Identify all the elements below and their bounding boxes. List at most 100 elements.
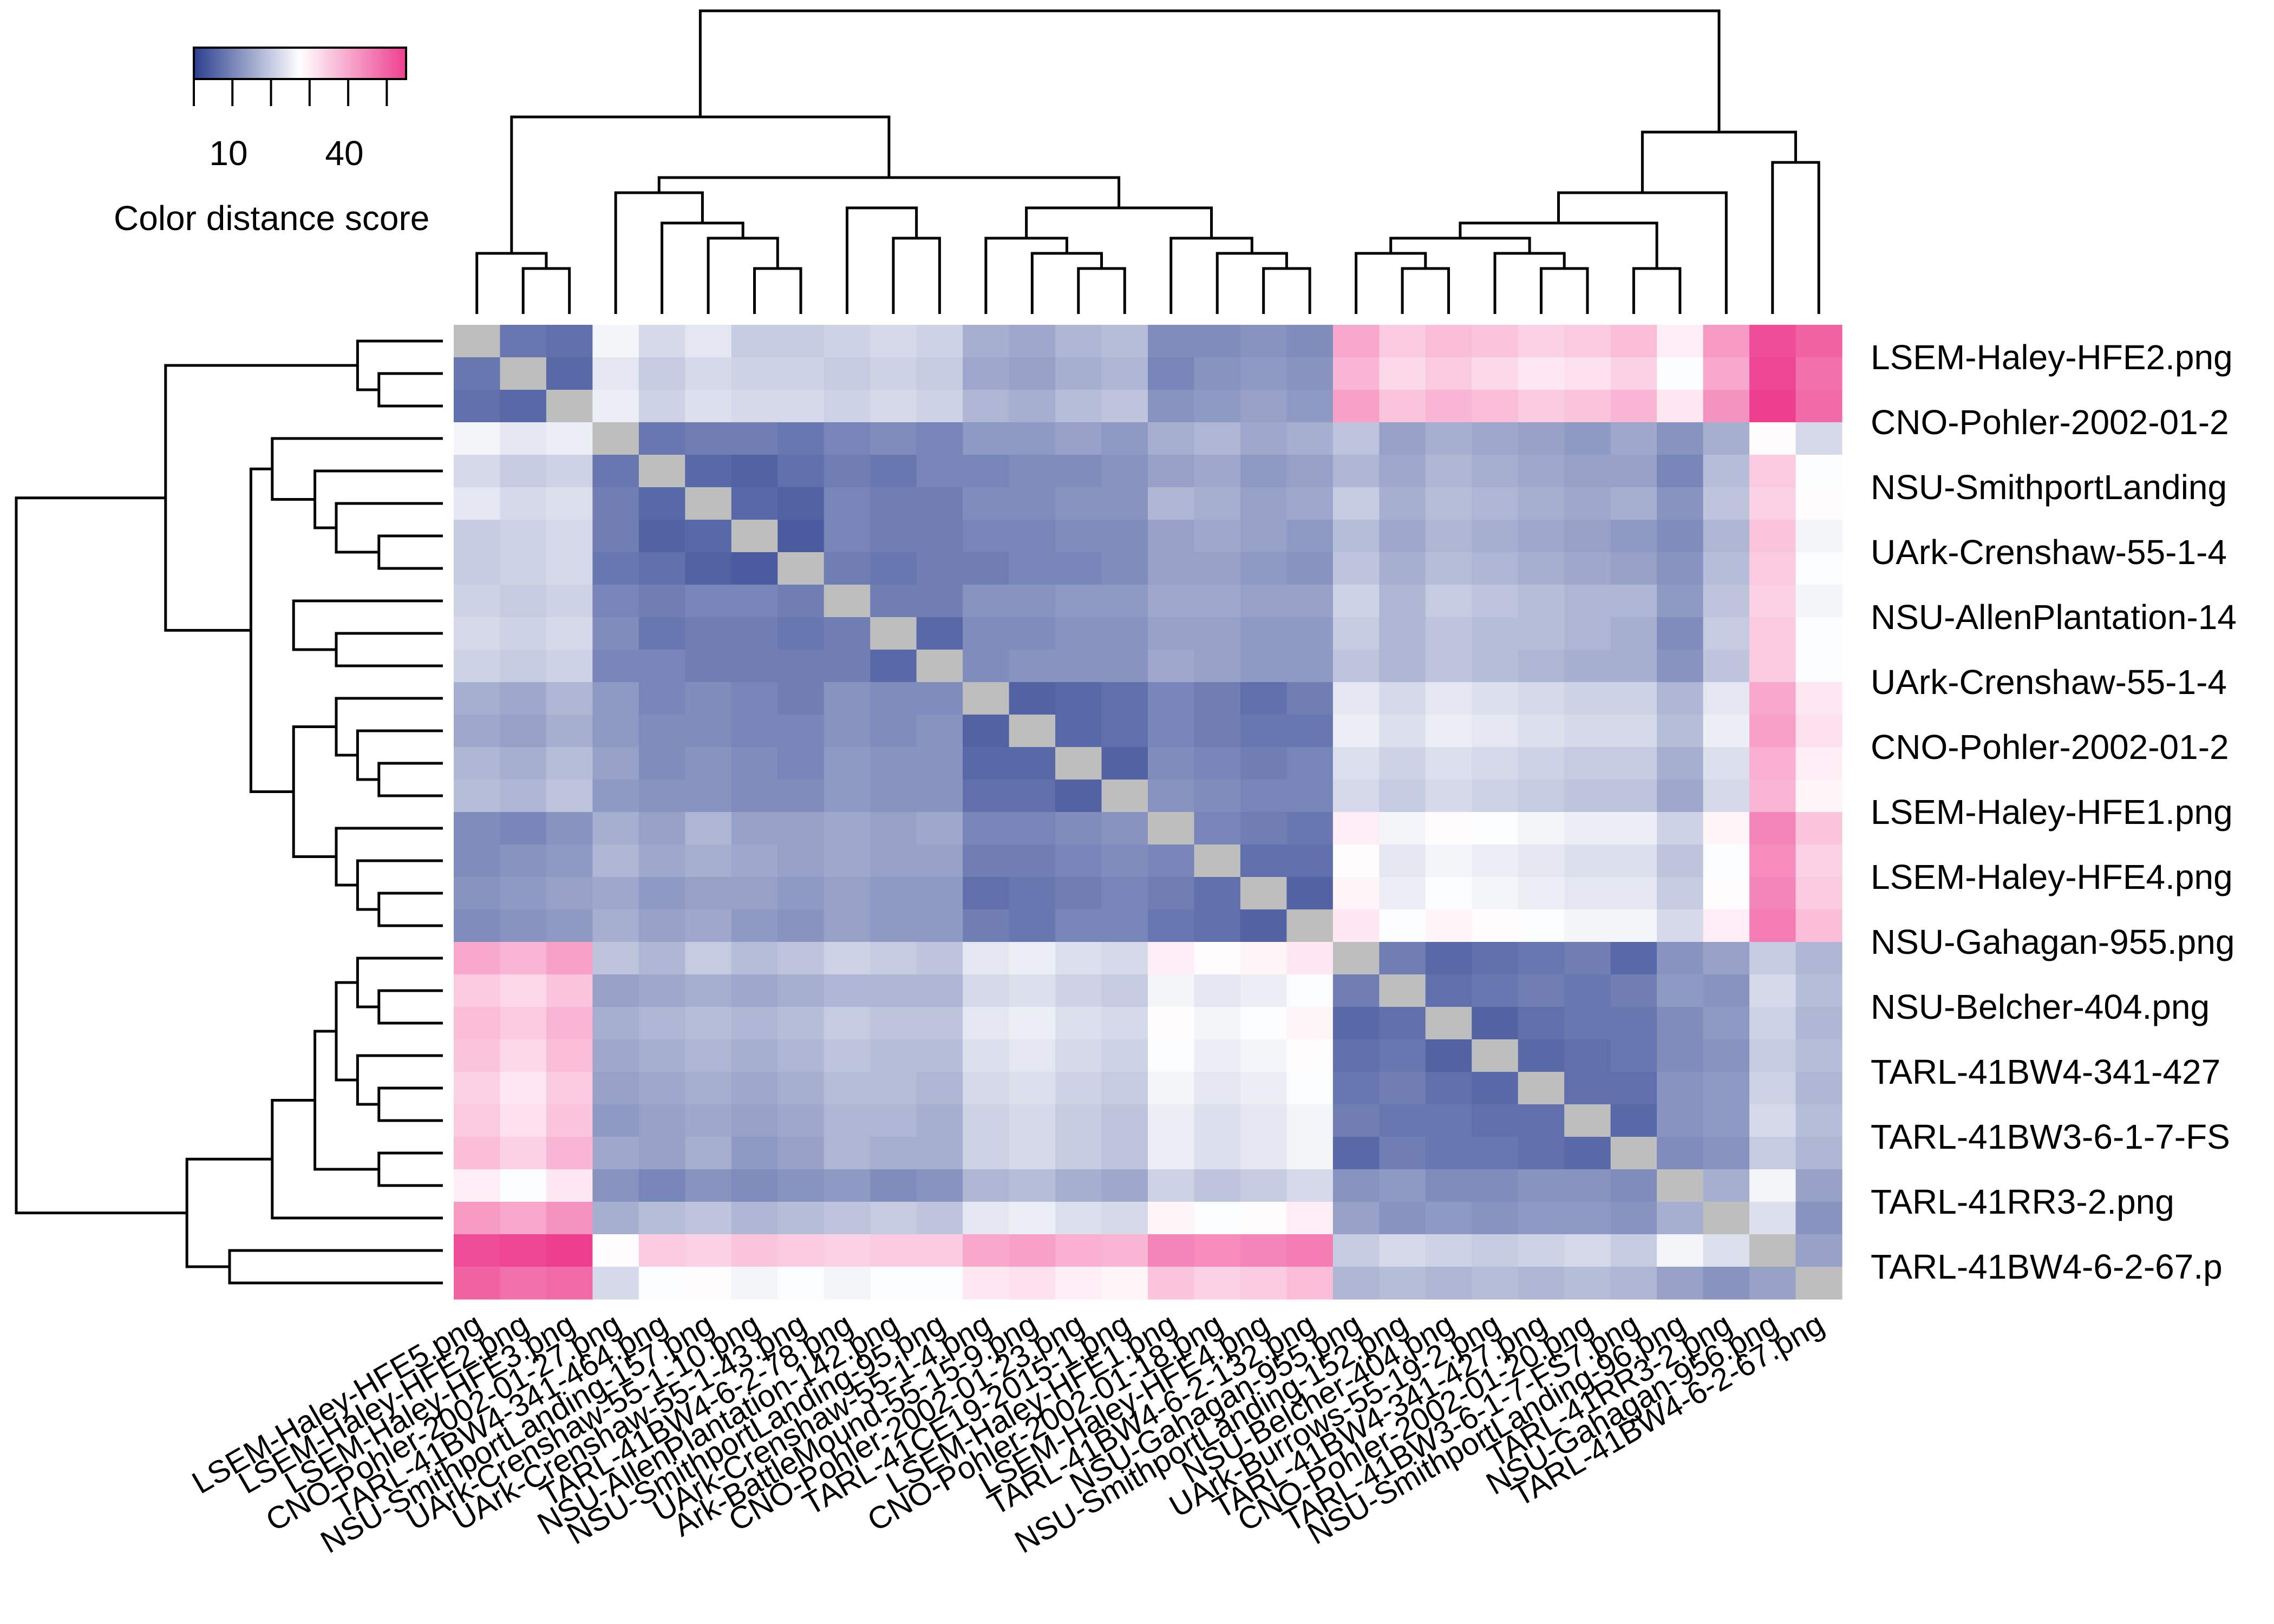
heatmap-cell	[963, 780, 1010, 813]
dendrogram-branch	[521, 267, 571, 314]
heatmap-cell	[1379, 552, 1426, 585]
heatmap-cell	[1472, 1039, 1519, 1072]
heatmap-cell	[1657, 422, 1704, 455]
heatmap-cell	[1610, 909, 1657, 942]
heatmap-cell	[1657, 877, 1704, 910]
heatmap-cell	[1657, 1104, 1704, 1137]
heatmap-cell	[685, 552, 732, 585]
heatmap-cell	[777, 942, 825, 975]
heatmap-cell	[592, 942, 639, 975]
heatmap-cell	[1795, 974, 1842, 1007]
dendrogram-branch	[249, 467, 294, 793]
heatmap-cell	[1055, 520, 1102, 553]
heatmap-cell	[1610, 1104, 1657, 1137]
heatmap-cell	[1749, 974, 1796, 1007]
heatmap-cell	[1749, 1039, 1796, 1072]
heatmap-cell	[1379, 715, 1426, 748]
heatmap-cell	[1148, 487, 1195, 520]
heatmap-cell	[1564, 715, 1611, 748]
heatmap-cell	[1610, 942, 1657, 975]
heatmap-cell	[1795, 747, 1842, 780]
heatmap-cell	[1332, 682, 1380, 715]
heatmap-cell	[500, 487, 547, 520]
heatmap-cell	[963, 1007, 1010, 1040]
heatmap-cell	[1148, 780, 1195, 813]
heatmap-cell	[1657, 617, 1704, 650]
heatmap-cell	[1332, 1007, 1380, 1040]
heatmap-cell	[870, 1267, 917, 1300]
heatmap-cell	[1240, 520, 1287, 553]
heatmap-cell	[1101, 909, 1148, 942]
heatmap-cell	[638, 422, 685, 455]
heatmap-cell	[1009, 1039, 1056, 1072]
heatmap-cell	[1703, 650, 1750, 683]
heatmap-cell	[1240, 617, 1287, 650]
heatmap-cell	[1286, 715, 1334, 748]
heatmap-cell	[1148, 1007, 1195, 1040]
heatmap-cell	[1795, 487, 1842, 520]
dendrogram-branch	[1025, 206, 1213, 238]
heatmap-cell	[500, 617, 547, 650]
heatmap-cell	[731, 1267, 778, 1300]
heatmap-cell	[546, 1137, 593, 1170]
heatmap-cell	[1332, 909, 1380, 942]
heatmap-cell	[731, 487, 778, 520]
heatmap-cell	[1703, 877, 1750, 910]
heatmap-cell	[1610, 390, 1657, 423]
heatmap-cell	[1332, 1202, 1380, 1235]
heatmap-cell	[1286, 877, 1334, 910]
heatmap-cell	[1425, 1039, 1472, 1072]
heatmap-cell	[963, 877, 1010, 910]
heatmap-cell	[685, 585, 732, 618]
heatmap-cell	[592, 487, 639, 520]
heatmap-cell	[1194, 844, 1241, 878]
heatmap-cell	[870, 974, 917, 1007]
heatmap-cell	[1148, 390, 1195, 423]
heatmap-cell	[1055, 357, 1102, 390]
heatmap-cell	[546, 844, 593, 878]
heatmap-cell	[870, 877, 917, 910]
dendrogram-branch	[292, 599, 443, 651]
heatmap-cell	[546, 552, 593, 585]
dendrogram-branch	[15, 496, 187, 1215]
heatmap-cell	[963, 1039, 1010, 1072]
heatmap-cell	[685, 325, 732, 358]
heatmap-cell	[500, 1072, 547, 1105]
heatmap-cell	[1009, 357, 1056, 390]
heatmap-cell	[1101, 974, 1148, 1007]
heatmap-cell	[1332, 552, 1380, 585]
heatmap-cell	[1240, 585, 1287, 618]
heatmap-cell	[1795, 1072, 1842, 1105]
heatmap-cell	[1610, 682, 1657, 715]
heatmap-cell	[1009, 487, 1056, 520]
heatmap-cell	[685, 1267, 732, 1300]
heatmap-cell	[454, 844, 501, 878]
heatmap-cell	[1657, 1234, 1704, 1267]
heatmap-cell	[963, 844, 1010, 878]
heatmap-cell	[824, 1072, 871, 1105]
dendrogram-branch	[335, 632, 443, 667]
heatmap-cell	[1703, 390, 1750, 423]
heatmap-cell	[870, 390, 917, 423]
heatmap-cell	[870, 650, 917, 683]
heatmap-cell	[1610, 747, 1657, 780]
heatmap-cell	[1703, 942, 1750, 975]
heatmap-cell	[1749, 325, 1796, 358]
heatmap-cell	[1101, 617, 1148, 650]
legend-title: Color distance score	[114, 199, 429, 238]
heatmap-cell	[1055, 487, 1102, 520]
dendrogram-branch	[657, 176, 1121, 208]
heatmap-cell	[824, 455, 871, 488]
heatmap-cell	[1379, 422, 1426, 455]
heatmap-cell	[592, 552, 639, 585]
heatmap-cell	[1055, 942, 1102, 975]
heatmap-cell	[1009, 520, 1056, 553]
heatmap-cell	[1055, 552, 1102, 585]
heatmap-cell	[1240, 1007, 1287, 1040]
heatmap-cell	[916, 1104, 963, 1137]
heatmap-cell	[1657, 909, 1704, 942]
heatmap-cell	[916, 390, 963, 423]
heatmap-cell	[638, 325, 685, 358]
row-label: TARL-41BW4-341-427	[1871, 1052, 2220, 1091]
heatmap-cell	[1286, 1202, 1334, 1235]
